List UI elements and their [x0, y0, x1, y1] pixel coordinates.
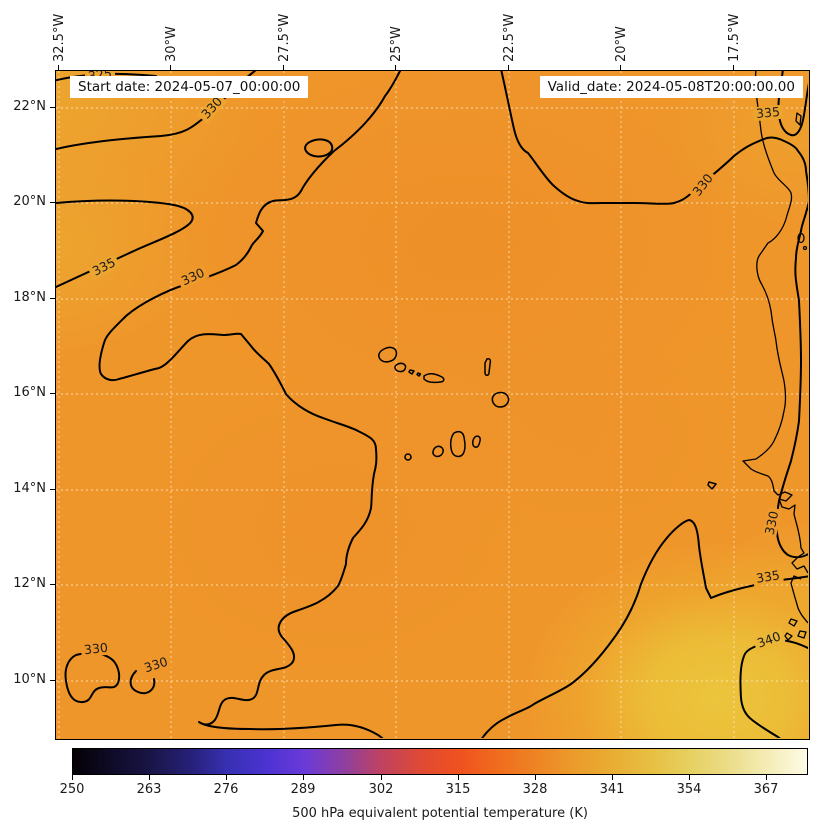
graticule: [56, 71, 808, 738]
colorbar-tick: [535, 775, 537, 780]
contour-label: 330: [83, 640, 108, 657]
colorbar-tick: [458, 775, 460, 780]
colorbar-tick-label: 250: [59, 782, 85, 797]
x-tick-label: 20°W: [614, 26, 629, 62]
colorbar-tick: [149, 775, 151, 780]
x-tick: [733, 65, 735, 70]
y-tick: [50, 202, 55, 204]
x-tick-label: 27.5°W: [277, 13, 292, 62]
x-tick-label: 22.5°W: [502, 13, 517, 62]
colorbar-tick-label: 328: [522, 782, 548, 797]
map-canvas: 325 330 335 330 330 330 330 330 335 335 …: [55, 70, 810, 740]
y-tick-label: 20°N: [13, 194, 46, 209]
x-tick-label: 32.5°W: [52, 13, 67, 62]
cape-verde-islands: [378, 346, 717, 490]
colorbar-tick-label: 276: [213, 782, 239, 797]
colorbar-tick-label: 302: [368, 782, 394, 797]
colorbar-tick: [303, 775, 305, 780]
contour-lines: [56, 71, 808, 738]
x-tick: [170, 65, 172, 70]
colorbar-tick: [689, 775, 691, 780]
contour-label: 330: [142, 654, 169, 676]
y-tick-label: 22°N: [13, 99, 46, 114]
x-tick-label: 25°W: [389, 26, 404, 62]
colorbar-tick-label: 367: [753, 782, 779, 797]
y-tick: [50, 584, 55, 586]
y-tick: [50, 107, 55, 109]
colorbar-tick: [381, 775, 383, 780]
y-tick: [50, 393, 55, 395]
x-tick-label: 30°W: [164, 26, 179, 62]
contour-label: 330: [762, 510, 782, 537]
y-tick-label: 14°N: [13, 481, 46, 496]
colorbar-tick: [766, 775, 768, 780]
colorbar-tick-label: 289: [290, 782, 316, 797]
y-tick-label: 10°N: [13, 672, 46, 687]
contour-label: 335: [755, 567, 781, 586]
colorbar-tick: [72, 775, 74, 780]
colorbar-tick-label: 263: [136, 782, 162, 797]
x-tick: [508, 65, 510, 70]
y-tick: [50, 489, 55, 491]
y-tick: [50, 680, 55, 682]
contour-label: 340: [755, 628, 783, 650]
colorbar-tick-label: 354: [676, 782, 702, 797]
map-overlay: 325 330 335 330 330 330 330 330 335 335 …: [56, 71, 808, 738]
x-tick: [58, 65, 60, 70]
colorbar-tick: [226, 775, 228, 780]
colorbar-tick-label: 315: [445, 782, 471, 797]
colorbar-title: 500 hPa equivalent potential temperature…: [292, 806, 588, 821]
y-tick-label: 18°N: [13, 290, 46, 305]
colorbar-tick: [612, 775, 614, 780]
colorbar: [72, 748, 808, 775]
coastline-west-africa: [742, 71, 808, 641]
contour-label: 335: [755, 104, 780, 121]
start-date-annotation: Start date: 2024-05-07_00:00:00: [70, 76, 309, 98]
x-tick: [395, 65, 397, 70]
x-tick: [283, 65, 285, 70]
y-tick: [50, 298, 55, 300]
x-tick-label: 17.5°W: [727, 13, 742, 62]
colorbar-tick-label: 341: [599, 782, 625, 797]
y-tick-label: 12°N: [13, 576, 46, 591]
valid-date-annotation: Valid_date: 2024-05-08T20:00:00.00: [539, 76, 803, 98]
x-tick: [620, 65, 622, 70]
y-tick-label: 16°N: [13, 385, 46, 400]
